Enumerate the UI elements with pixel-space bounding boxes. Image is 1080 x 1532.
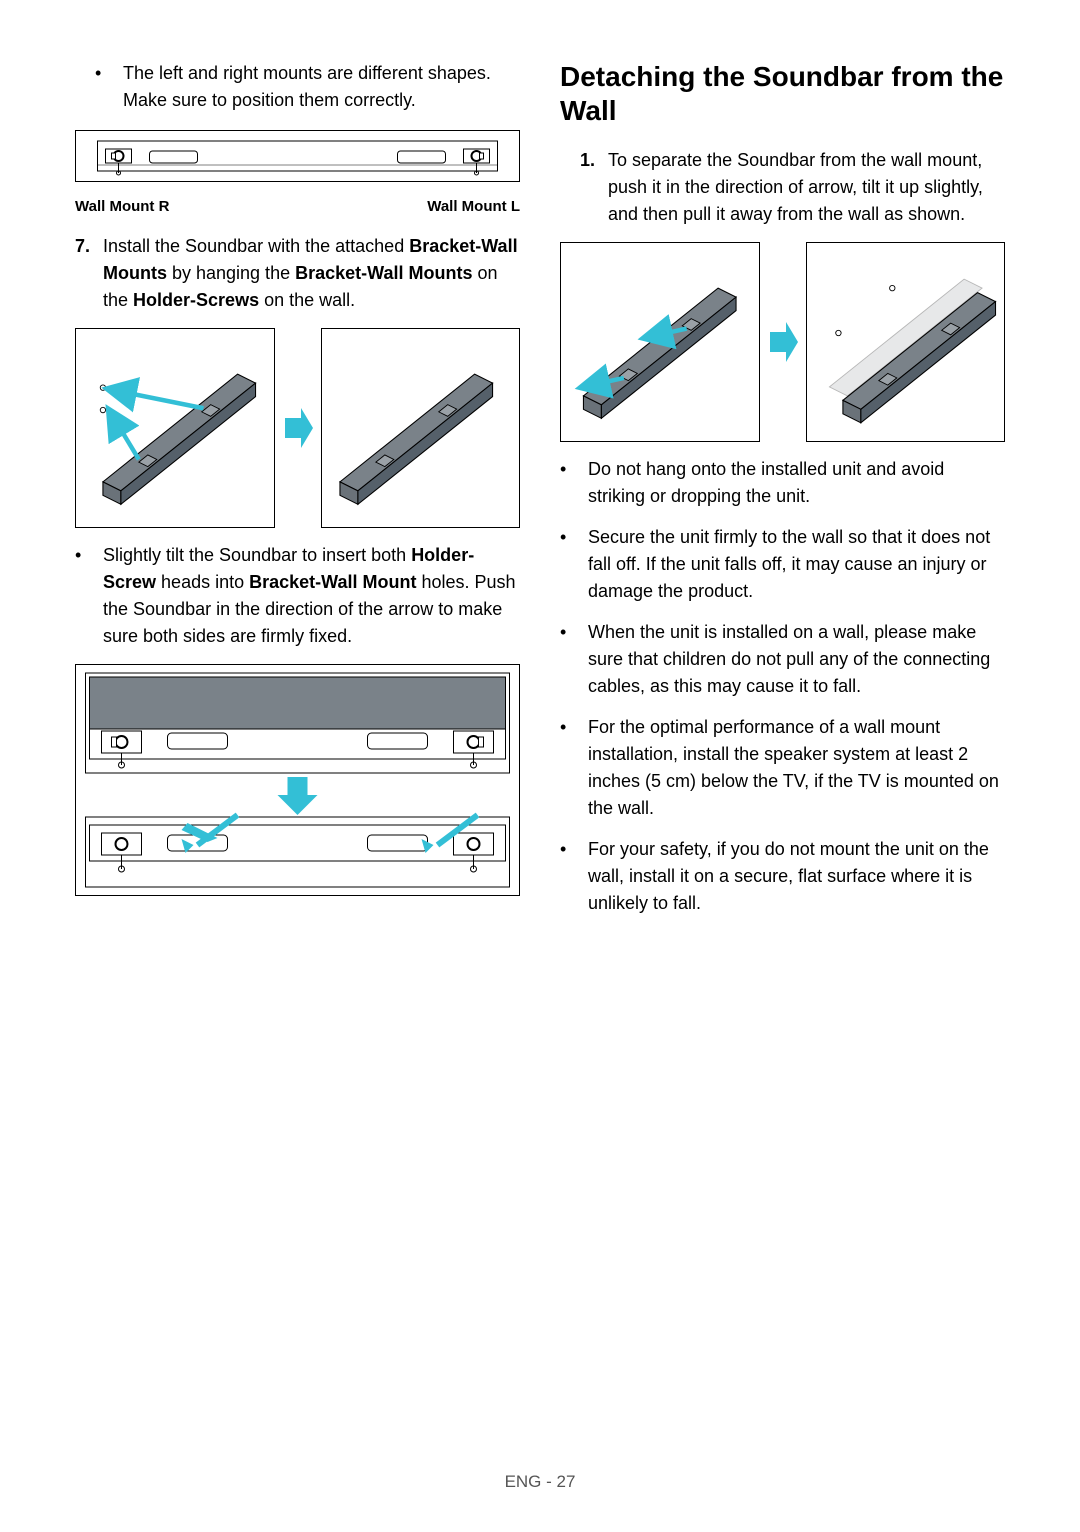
- page-footer: ENG - 27: [0, 1472, 1080, 1492]
- install-iso-right-svg: [322, 329, 520, 527]
- bullet-dot: •: [75, 542, 103, 650]
- mount-note-text: The left and right mounts are different …: [123, 60, 520, 114]
- step-7-text: Install the Soundbar with the attached B…: [103, 233, 520, 314]
- left-column: • The left and right mounts are differen…: [75, 60, 520, 931]
- detach-step-1-num: 1.: [580, 147, 608, 228]
- mount-labels: Wall Mount R Wall Mount L: [75, 198, 520, 215]
- right-column: Detaching the Soundbar from the Wall 1. …: [560, 60, 1005, 931]
- detach-left-svg: [561, 243, 759, 441]
- detach-step-1-text: To separate the Soundbar from the wall m…: [608, 147, 1005, 228]
- fig-install-iso: [75, 328, 520, 528]
- between-arrow-icon: [283, 328, 313, 528]
- warning-bullet-text: Secure the unit firmly to the wall so th…: [588, 524, 1005, 605]
- bullet-dot: •: [560, 524, 588, 605]
- warning-bullet: •Secure the unit firmly to the wall so t…: [560, 524, 1005, 605]
- bullet-dot: •: [560, 836, 588, 917]
- warning-bullet-text: When the unit is installed on a wall, pl…: [588, 619, 1005, 700]
- bullet-dot: •: [560, 456, 588, 510]
- mount-label-r: Wall Mount R: [75, 198, 169, 215]
- detach-right-svg: [807, 243, 1005, 441]
- warning-bullet-text: Do not hang onto the installed unit and …: [588, 456, 1005, 510]
- tilt-note: • Slightly tilt the Soundbar to insert b…: [75, 542, 520, 650]
- pushdown-svg: [76, 665, 519, 895]
- step-7: 7. Install the Soundbar with the attache…: [75, 233, 520, 314]
- warning-bullet: •For your safety, if you do not mount th…: [560, 836, 1005, 917]
- install-iso-left-svg: [76, 329, 274, 527]
- warning-bullet-text: For your safety, if you do not mount the…: [588, 836, 1005, 917]
- mount-label-l: Wall Mount L: [427, 198, 520, 215]
- step-7-num: 7.: [75, 233, 103, 314]
- tilt-note-text: Slightly tilt the Soundbar to insert bot…: [103, 542, 520, 650]
- detaching-heading: Detaching the Soundbar from the Wall: [560, 60, 1005, 127]
- bullet-dot: •: [560, 619, 588, 700]
- fig-pushdown: [75, 664, 520, 896]
- bullet-dot: •: [560, 714, 588, 822]
- warning-bullets: •Do not hang onto the installed unit and…: [560, 456, 1005, 917]
- fig-detach-iso: [560, 242, 1005, 442]
- between-arrow-icon: [768, 242, 798, 442]
- mount-note: • The left and right mounts are differen…: [95, 60, 520, 114]
- warning-bullet-text: For the optimal performance of a wall mo…: [588, 714, 1005, 822]
- warning-bullet: •For the optimal performance of a wall m…: [560, 714, 1005, 822]
- fig-mount-strip: [75, 130, 520, 182]
- warning-bullet: •Do not hang onto the installed unit and…: [560, 456, 1005, 510]
- detach-step-1: 1. To separate the Soundbar from the wal…: [580, 147, 1005, 228]
- mount-strip-svg: [76, 131, 519, 181]
- warning-bullet: •When the unit is installed on a wall, p…: [560, 619, 1005, 700]
- bullet-dot: •: [95, 60, 123, 114]
